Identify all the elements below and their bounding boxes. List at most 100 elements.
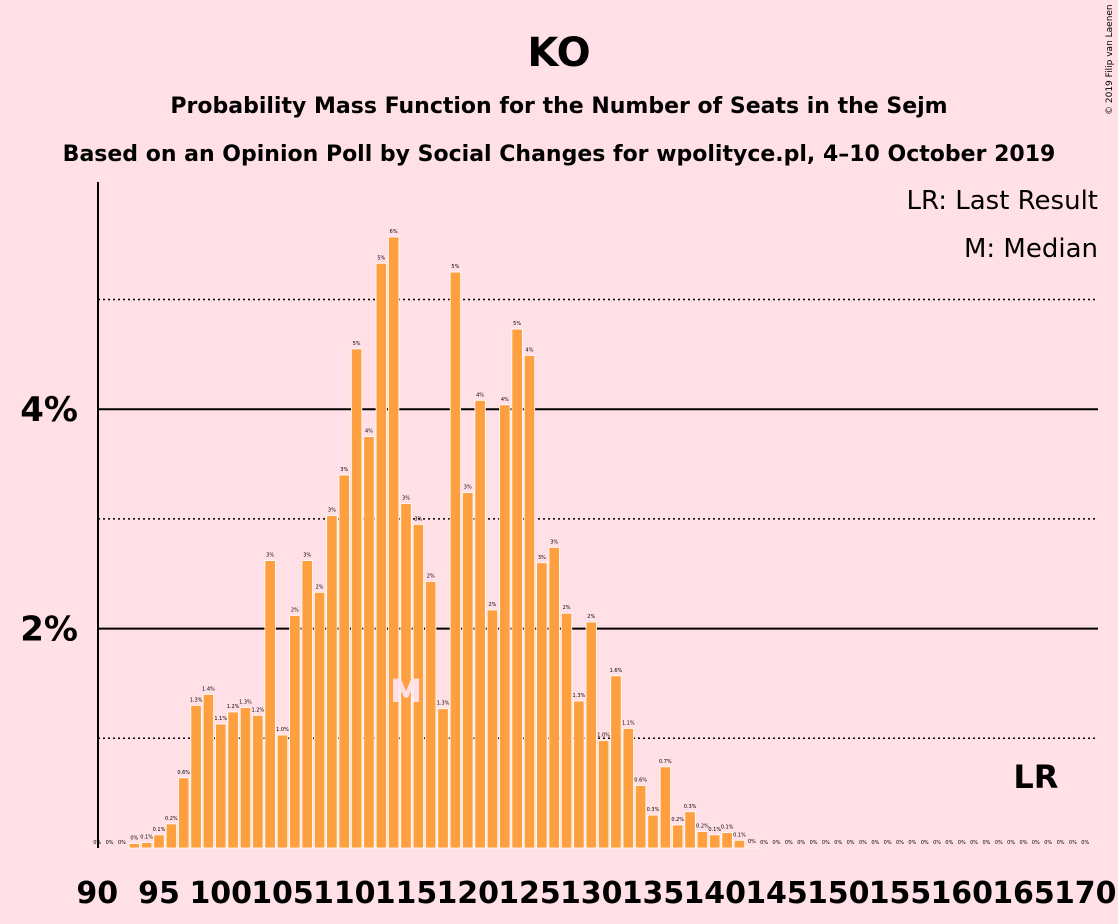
bar-121 [474, 400, 486, 849]
data-label-105: 1.0% [276, 727, 289, 733]
data-label-121: 4% [476, 392, 484, 398]
bar-95 [153, 834, 165, 849]
data-label-144: 0% [760, 840, 768, 846]
data-label-114: 6% [390, 229, 398, 235]
copyright-credit: © 2019 Filip van Laenen [1105, 4, 1115, 115]
data-label-116: 3% [414, 516, 422, 522]
bar-114 [387, 236, 400, 849]
data-label-136: 0.7% [659, 759, 672, 765]
bar-93 [128, 843, 140, 849]
data-label-156: 0% [908, 840, 916, 846]
bar-119 [449, 271, 462, 849]
data-label-99: 1.4% [202, 686, 215, 692]
x-tick-label-165: 165 [992, 876, 1055, 911]
data-label-159: 0% [945, 840, 953, 846]
data-label-128: 2% [563, 605, 571, 611]
data-label-148: 0% [810, 840, 818, 846]
chart-title: KO [527, 30, 590, 76]
x-tick-label-95: 95 [138, 876, 180, 911]
x-tick-label-155: 155 [869, 876, 932, 911]
x-tick-label-160: 160 [930, 876, 993, 911]
data-label-152: 0% [859, 840, 867, 846]
data-label-167: 0% [1044, 840, 1052, 846]
bar-106 [289, 615, 301, 849]
bar-103 [252, 714, 264, 849]
bar-134 [635, 785, 647, 849]
data-label-93: 0% [130, 836, 138, 842]
data-label-96: 0.2% [165, 816, 178, 822]
bar-141 [721, 832, 733, 849]
data-label-124: 5% [513, 321, 521, 327]
bar-126 [536, 562, 548, 849]
bar-128 [560, 612, 573, 849]
data-label-127: 3% [550, 539, 558, 545]
data-label-118: 1.3% [437, 701, 450, 707]
x-tick-label-135: 135 [622, 876, 685, 911]
x-tick-label-130: 130 [560, 876, 623, 911]
data-label-137: 0.2% [671, 817, 684, 823]
chart-subtitle: Probability Mass Function for the Number… [170, 94, 947, 119]
data-label-140: 0.1% [708, 827, 721, 833]
data-label-125: 4% [526, 347, 534, 353]
data-label-104: 3% [266, 553, 274, 559]
bar-135 [647, 814, 659, 849]
data-label-142: 0.1% [733, 832, 746, 838]
bar-94 [140, 842, 153, 849]
data-label-111: 5% [353, 341, 361, 347]
bar-130 [585, 621, 597, 849]
data-label-154: 0% [884, 840, 892, 846]
data-label-146: 0% [785, 840, 793, 846]
data-label-112: 4% [365, 429, 373, 435]
legend-last-result: LR: Last Result [906, 186, 1098, 216]
bar-132 [610, 675, 622, 849]
data-label-108: 2% [316, 584, 324, 590]
data-label-162: 0% [982, 840, 990, 846]
data-label-166: 0% [1032, 840, 1040, 846]
data-label-109: 3% [328, 508, 336, 514]
bar-129 [573, 700, 585, 849]
data-label-151: 0% [847, 840, 855, 846]
x-tick-label-150: 150 [807, 876, 870, 911]
bar-140 [709, 834, 721, 849]
data-label-170: 0% [1081, 840, 1089, 846]
bar-113 [375, 262, 387, 849]
bar-98 [190, 704, 202, 849]
bar-131 [597, 740, 610, 849]
data-label-95: 0.1% [153, 827, 166, 833]
bars [128, 236, 758, 849]
bar-107 [301, 560, 313, 849]
bar-101 [227, 711, 239, 849]
data-label-168: 0% [1057, 840, 1065, 846]
bar-136 [659, 766, 671, 849]
data-label-113: 5% [377, 255, 385, 261]
data-label-119: 5% [451, 264, 459, 270]
data-label-149: 0% [822, 840, 830, 846]
data-labels: 0%0%0%0%0.1%0.1%0.2%0.6%1.3%1.4%1.1%1.2%… [93, 229, 1089, 846]
bar-124 [511, 328, 523, 849]
bar-109 [326, 515, 338, 849]
data-label-141: 0.1% [721, 825, 734, 831]
data-label-158: 0% [933, 840, 941, 846]
bar-120 [462, 492, 474, 849]
bar-110 [338, 474, 350, 849]
gridlines [98, 298, 1098, 740]
bar-111 [350, 348, 363, 849]
bar-99 [202, 694, 215, 849]
bar-118 [437, 708, 449, 849]
data-label-155: 0% [896, 840, 904, 846]
data-label-132: 1.6% [610, 668, 623, 674]
bar-143 [746, 846, 758, 849]
x-tick-label-105: 105 [251, 876, 314, 911]
chart-subtitle-source: Based on an Opinion Poll by Social Chang… [63, 142, 1056, 167]
data-label-130: 2% [587, 614, 595, 620]
bar-137 [672, 824, 684, 849]
data-label-143: 0% [748, 839, 756, 845]
bar-108 [313, 591, 326, 849]
data-label-123: 4% [501, 397, 509, 403]
data-label-135: 0.3% [647, 807, 660, 813]
bar-127 [548, 547, 560, 849]
data-label-97: 0.6% [177, 770, 190, 776]
data-label-169: 0% [1069, 840, 1077, 846]
data-label-160: 0% [958, 840, 966, 846]
data-label-157: 0% [921, 840, 929, 846]
